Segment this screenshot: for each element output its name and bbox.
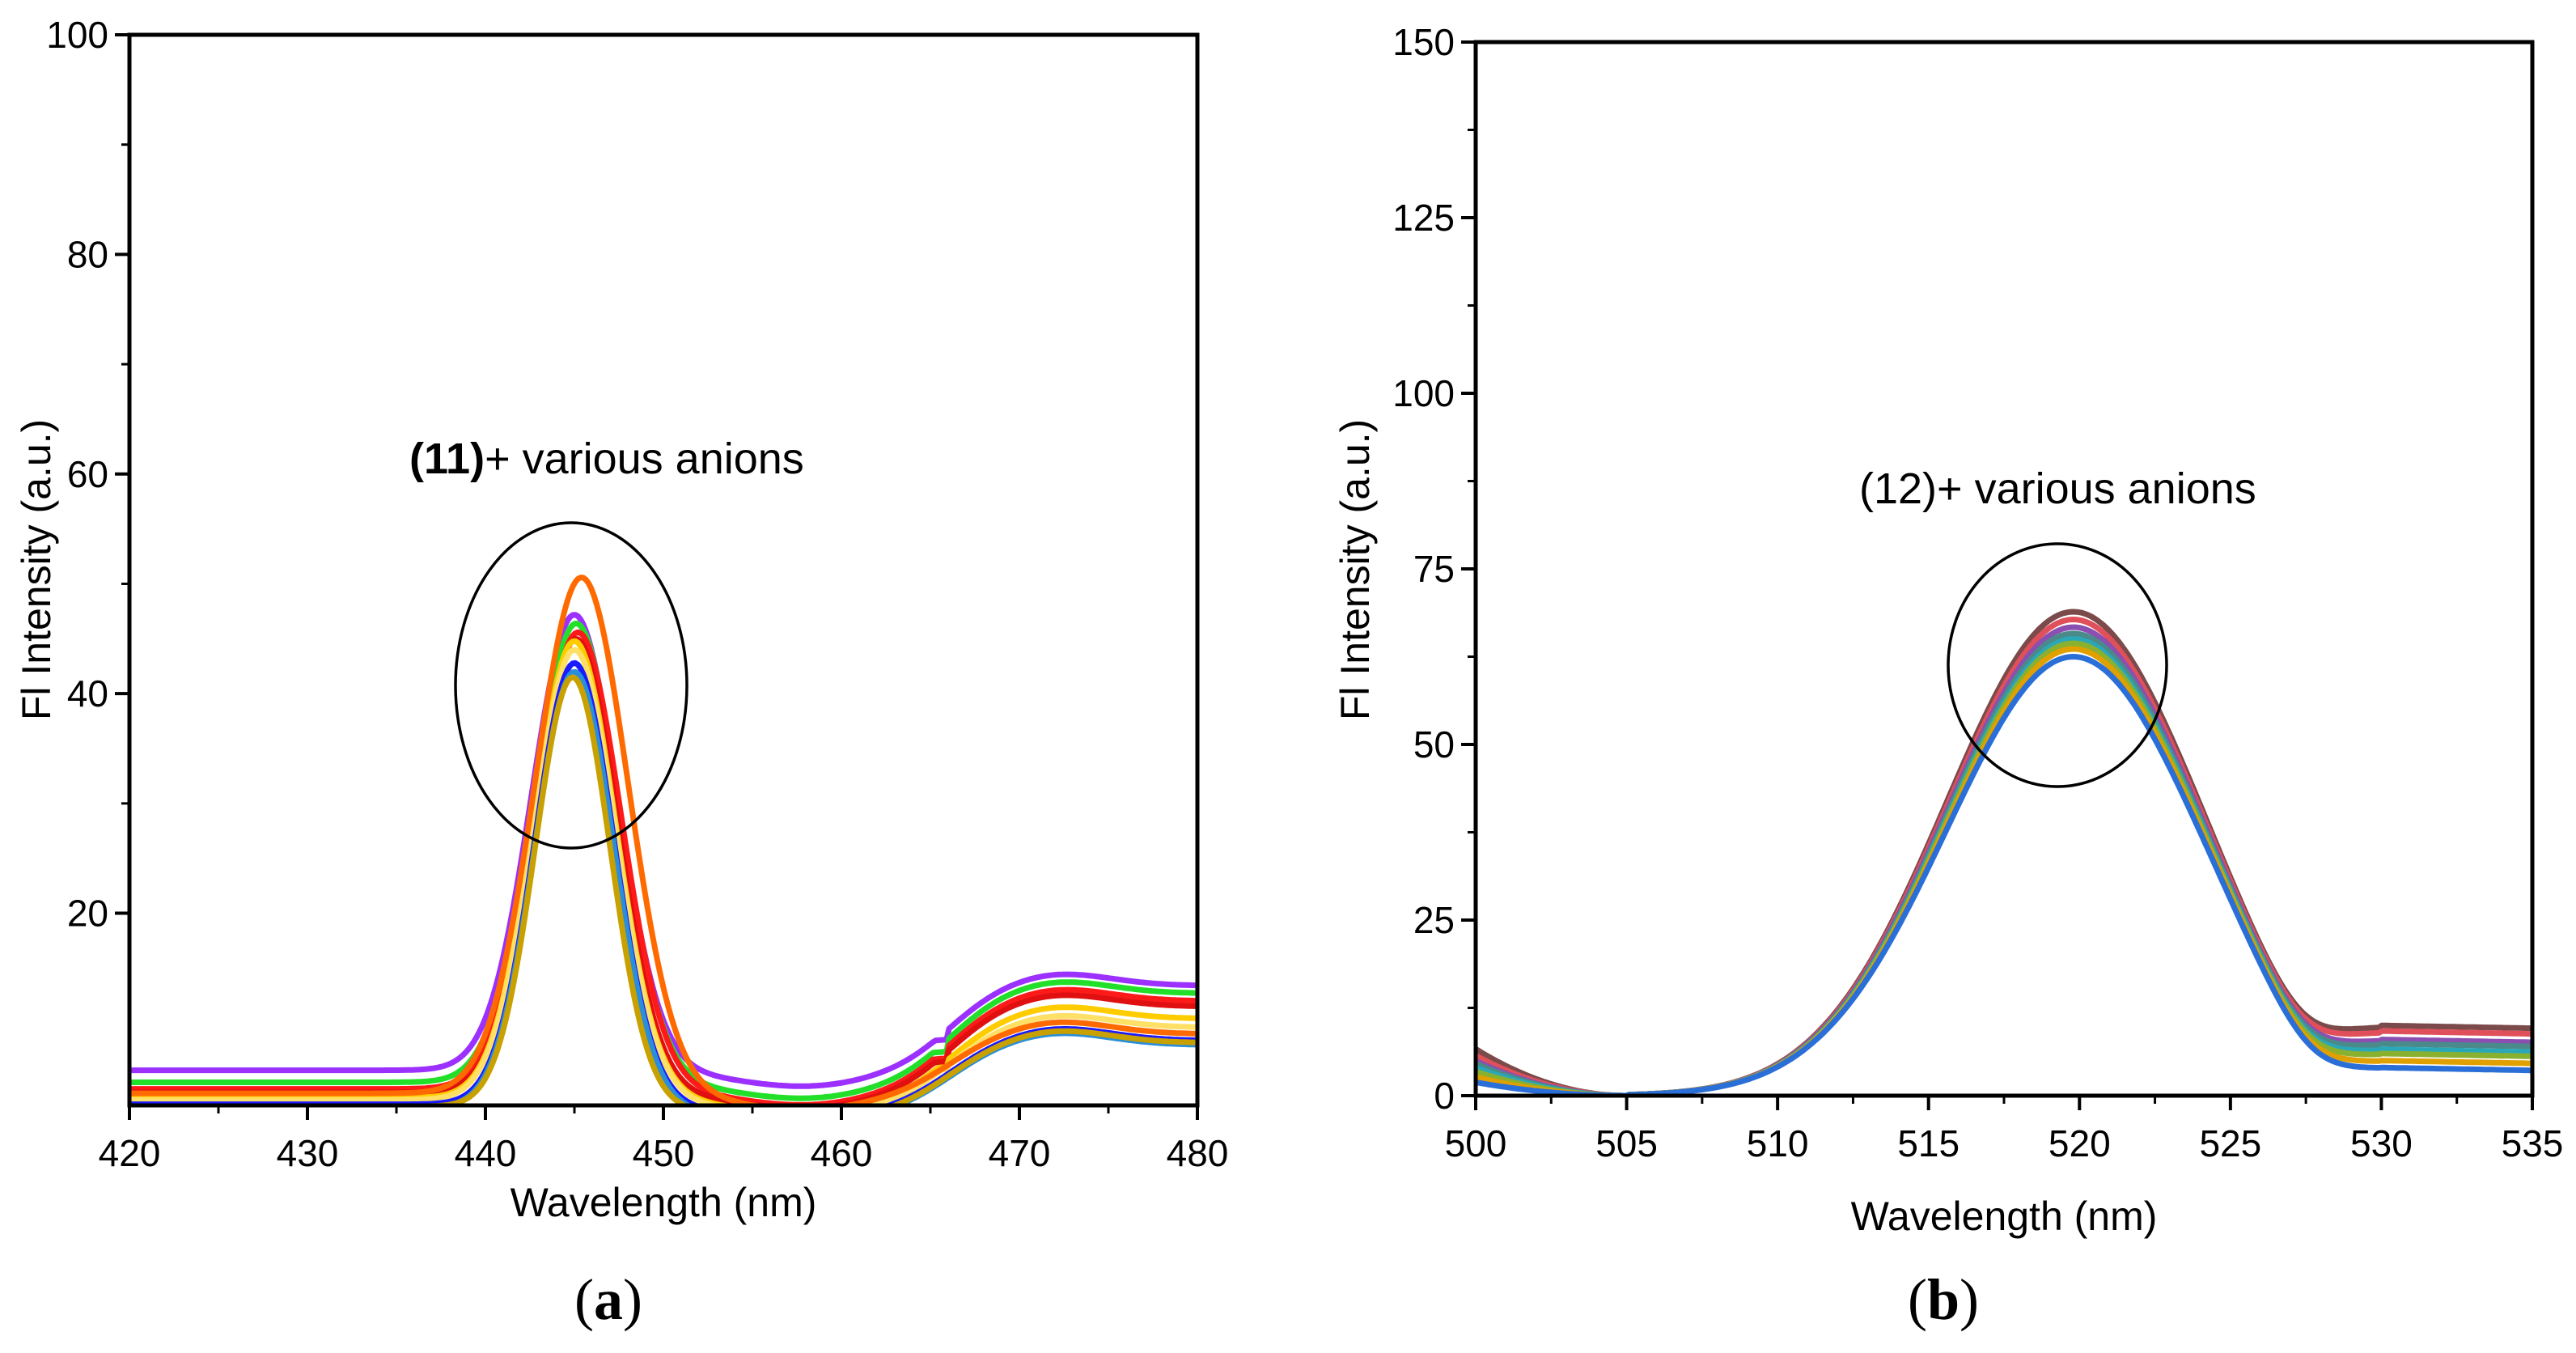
x-tick-label-b-0: 500	[1445, 1122, 1507, 1164]
y-tick-label-b-3: 75	[1413, 548, 1455, 590]
x-tick-label-a-4: 460	[811, 1132, 873, 1174]
series-line-a-s1	[129, 612, 1197, 1089]
x-tick-label-a-2: 440	[455, 1132, 517, 1174]
x-tick-label-b-2: 510	[1747, 1122, 1809, 1164]
x-tick-label-b-6: 530	[2350, 1122, 2413, 1164]
chart-panel-b: 500 505 510 515 520 525 530 535 0 25 50 75 100 125 150…	[1332, 21, 2563, 1332]
y-tick-label-b-2: 50	[1413, 723, 1455, 766]
y-tick-label-a-4: 100	[46, 14, 108, 56]
y-axis-title-b: Fl Intensity (a.u.)	[1332, 419, 1378, 720]
annotation-b-text: + various anions	[1937, 464, 2256, 513]
y-tick-label-a-3: 80	[67, 233, 108, 275]
x-tick-label-b-4: 520	[2049, 1122, 2111, 1164]
panel-label-b-letter: b	[1927, 1267, 1960, 1332]
ticks-group-a: 420 430 440 450 460 470 480 20 40 60 80 100	[46, 14, 1228, 1174]
annotation-a-text: + various anions	[485, 435, 804, 483]
y-tick-label-a-1: 40	[67, 672, 108, 715]
x-tick-label-a-0: 420	[99, 1132, 161, 1174]
y-tick-label-b-6: 150	[1392, 21, 1455, 63]
y-tick-label-b-0: 0	[1434, 1075, 1455, 1117]
x-tick-label-b-5: 525	[2199, 1122, 2261, 1164]
annotation-b-compound: (12)	[1859, 464, 1937, 513]
y-tick-label-a-0: 20	[67, 893, 108, 935]
series-group-b	[1476, 609, 2532, 1096]
panel-label-b: (b)	[1908, 1267, 1979, 1332]
panel-label-a-letter: a	[594, 1267, 623, 1332]
ticks-group-b: 500 505 510 515 520 525 530 535 0 25 50 75 100 125 150	[1392, 21, 2563, 1164]
x-tick-label-a-3: 450	[633, 1132, 695, 1174]
x-tick-label-a-5: 470	[989, 1132, 1051, 1174]
x-tick-label-a-6: 480	[1167, 1132, 1229, 1174]
plot-frame-a	[127, 32, 1200, 1108]
annotation-a-compound: (11)	[409, 435, 485, 483]
series-group-a	[129, 575, 1197, 1105]
y-tick-label-b-4: 100	[1392, 372, 1455, 414]
y-axis-title-a: Fl Intensity (a.u.)	[14, 419, 59, 720]
x-axis-title-a: Wavelength (nm)	[511, 1180, 817, 1225]
series-line-a-s10	[129, 674, 1197, 1105]
y-tick-label-b-5: 125	[1392, 197, 1455, 239]
y-tick-label-a-2: 60	[67, 453, 108, 495]
annotation-b: (12)+ various anions	[1859, 464, 2256, 513]
series-line-a-s3	[129, 629, 1197, 1105]
x-axis-title-b: Wavelength (nm)	[1851, 1194, 2158, 1239]
annotation-a: (11)+ various anions	[409, 435, 804, 483]
chart-panel-a: 420 430 440 450 460 470 480 20 40 60 80 100 (11)+ v…	[14, 14, 1228, 1332]
highlight-circle-b	[1947, 542, 2168, 788]
x-tick-label-b-1: 505	[1595, 1122, 1658, 1164]
y-tick-label-b-1: 25	[1413, 899, 1455, 941]
series-line-a-s6	[129, 647, 1197, 1105]
series-line-a-s7	[129, 575, 1197, 1105]
x-tick-label-b-7: 535	[2502, 1122, 2564, 1164]
x-tick-label-b-3: 515	[1897, 1122, 1960, 1164]
highlight-circle-a	[454, 521, 688, 850]
x-tick-label-a-1: 430	[277, 1132, 339, 1174]
panel-label-a: (a)	[574, 1267, 642, 1332]
plot-frame-b	[1473, 40, 2535, 1098]
